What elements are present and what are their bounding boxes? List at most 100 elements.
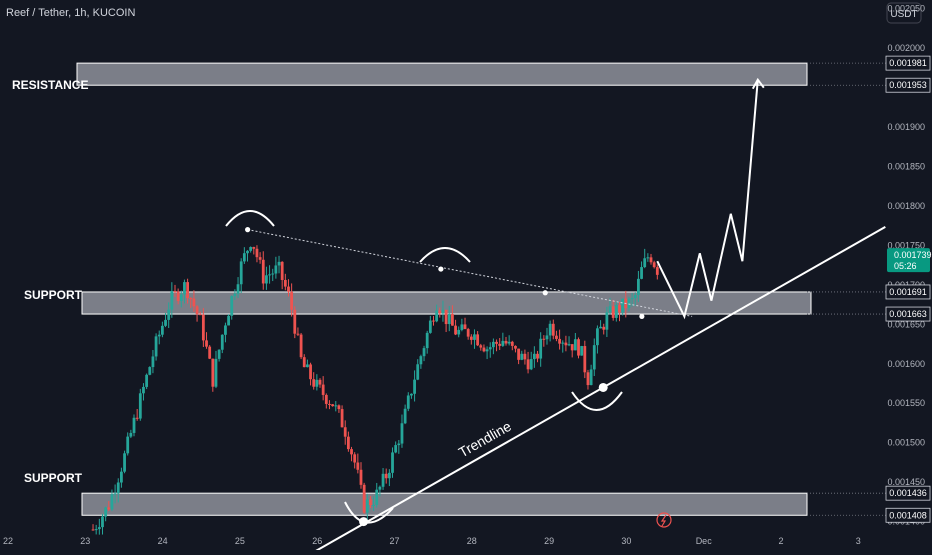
support-zone-lower[interactable]: [81, 492, 808, 516]
candle-body: [242, 253, 246, 262]
candle-body: [618, 304, 621, 313]
lightning-icon-ring: [656, 512, 672, 528]
dotted-connector-line[interactable]: [247, 229, 693, 317]
candle: [107, 501, 111, 511]
candle-body: [545, 335, 549, 340]
candle: [633, 292, 637, 306]
candle-body: [397, 443, 401, 446]
resistance-zone[interactable]: [76, 62, 808, 86]
candle: [198, 311, 202, 316]
candle-body: [520, 353, 524, 360]
price-tick: 0.001800: [887, 201, 925, 211]
candle: [488, 342, 492, 358]
candle-body: [151, 356, 155, 368]
candle: [548, 320, 552, 342]
candle: [312, 372, 316, 390]
candle: [179, 290, 183, 308]
pivot-point[interactable]: [438, 266, 444, 272]
candle: [536, 350, 539, 363]
candle: [507, 335, 511, 346]
currency-label[interactable]: USDT: [890, 9, 917, 20]
zone-price-label: 0.001408: [885, 507, 931, 523]
candle-body: [413, 379, 416, 394]
zone-price-label-text: 0.001408: [889, 510, 927, 520]
candle: [652, 260, 656, 269]
price-tick: 0.001650: [887, 319, 925, 329]
projection-path[interactable]: [656, 79, 759, 320]
candle-body: [261, 259, 265, 284]
candle-body: [208, 346, 212, 359]
candle: [321, 376, 325, 401]
candle-body: [526, 359, 530, 370]
candle-body: [491, 341, 495, 348]
pivot-point[interactable]: [245, 227, 251, 233]
currency-button[interactable]: USDT: [886, 2, 922, 24]
candle-body: [167, 309, 171, 320]
pivot-point[interactable]: [542, 290, 548, 296]
candle: [532, 346, 536, 368]
candle: [387, 469, 391, 487]
candle-body: [523, 353, 527, 360]
zone-price-label: 0.001663: [885, 306, 931, 322]
candle: [447, 305, 451, 332]
chart-title: Reef / Tether, 1h, KUCOIN: [6, 7, 135, 19]
pivot-points: [245, 227, 645, 527]
candle: [473, 329, 476, 349]
price-axis[interactable]: 0.0020500.0020000.0019500.0019000.001850…: [885, 4, 931, 527]
candle: [444, 309, 448, 333]
zone-price-label-text: 0.001691: [889, 287, 927, 297]
candle-body: [447, 313, 451, 325]
zone-price-label-box: [885, 507, 931, 523]
currency-button-frame[interactable]: [886, 2, 922, 24]
candle: [154, 333, 158, 361]
candle: [520, 350, 524, 361]
candle-body: [246, 250, 249, 254]
lightning-icon[interactable]: [656, 512, 672, 528]
candle: [551, 319, 555, 340]
candle-body: [350, 449, 353, 455]
candle: [296, 327, 300, 337]
trendline[interactable]: [271, 226, 886, 555]
candle: [419, 354, 423, 369]
candle: [646, 253, 650, 262]
support-lower-label: SUPPORT: [24, 471, 83, 485]
candle: [331, 404, 335, 407]
time-tick: 3: [856, 536, 861, 546]
candle-body: [104, 507, 108, 517]
candle-body: [198, 314, 202, 316]
candle: [397, 439, 401, 454]
candle-body: [561, 342, 565, 344]
candle: [592, 338, 596, 376]
pivot-point[interactable]: [639, 313, 645, 320]
candle: [514, 345, 517, 353]
candle-body: [614, 304, 618, 318]
candle: [97, 518, 101, 535]
candle-body: [120, 471, 123, 483]
candle: [413, 370, 416, 402]
candle: [596, 325, 599, 354]
lightning-icon-bolt: [660, 514, 667, 527]
candle-body: [110, 494, 114, 510]
pivot-point[interactable]: [359, 517, 369, 527]
candle-body: [328, 403, 331, 405]
candle-body: [290, 291, 294, 310]
candle-body: [365, 499, 369, 513]
candle: [369, 496, 372, 509]
candle-body: [296, 333, 300, 335]
time-tick: 27: [389, 536, 399, 546]
candle: [157, 330, 161, 345]
candle: [469, 334, 473, 345]
candle: [299, 332, 303, 360]
candle-body: [387, 472, 391, 479]
time-axis[interactable]: 22 23 24 25 26 27 28 29 30 Dec 2 3: [3, 536, 861, 546]
candle: [246, 250, 249, 262]
candle: [123, 450, 126, 474]
pivot-point[interactable]: [598, 382, 608, 392]
candle: [255, 245, 259, 263]
candle-body: [305, 364, 309, 368]
candle: [485, 346, 489, 360]
zone-price-label-box: [885, 485, 931, 501]
candle-body: [236, 284, 240, 294]
